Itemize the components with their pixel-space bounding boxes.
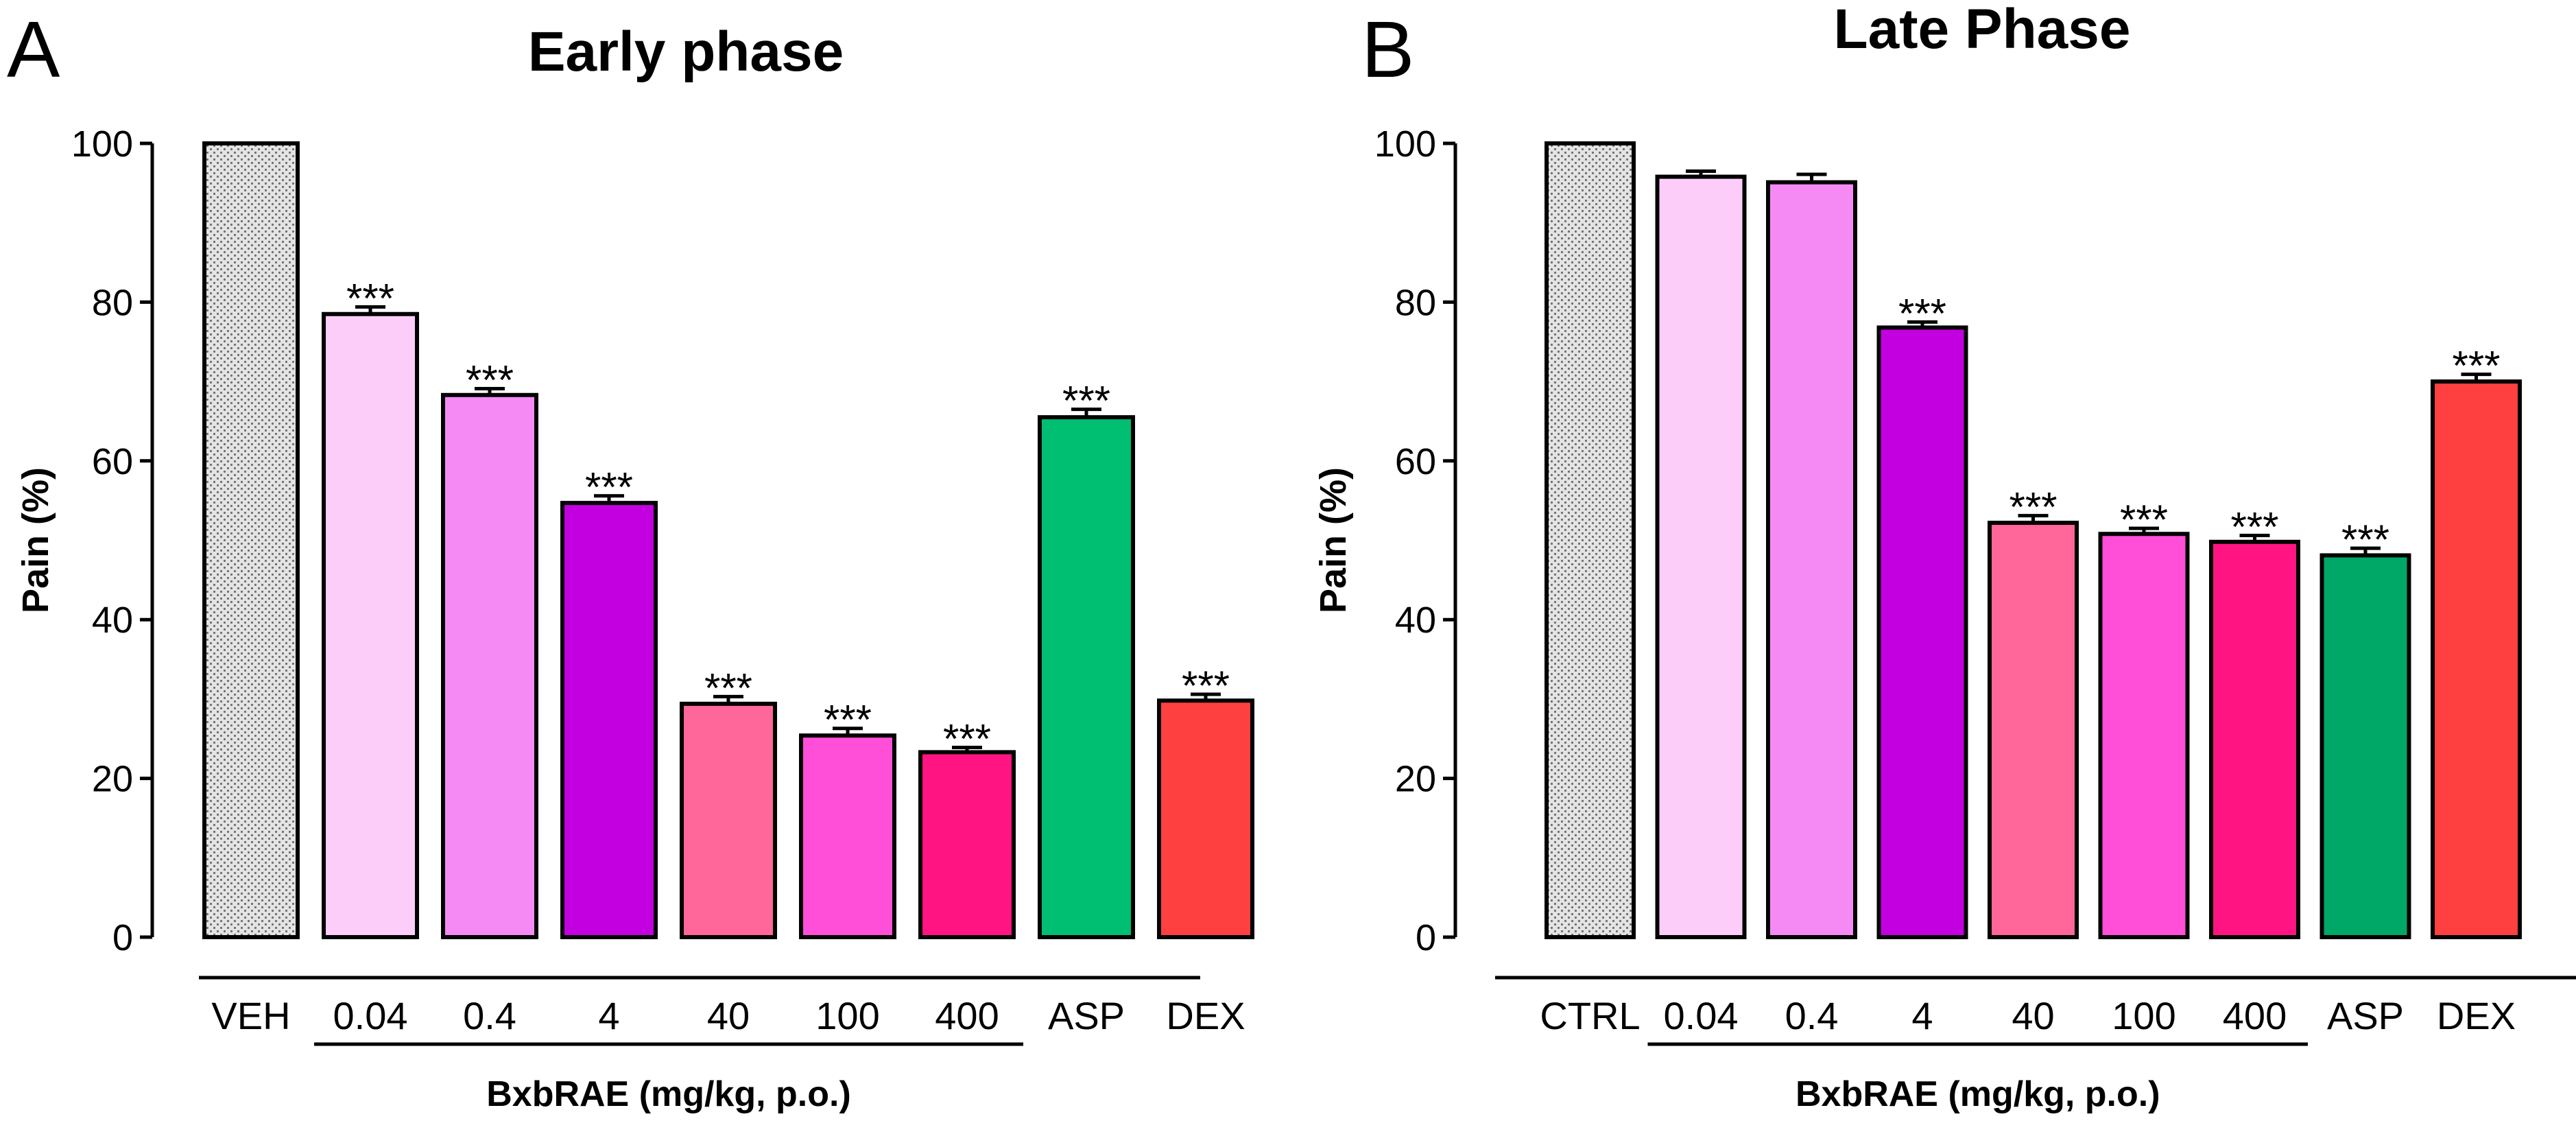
bar-0-04 (1655, 174, 1747, 939)
y-tick-label: 0 (112, 917, 133, 958)
y-tick-label: 40 (1395, 600, 1436, 641)
bar-dex (2431, 379, 2522, 939)
significance-label: *** (1062, 378, 1110, 424)
panel-a-early-phase-chart: A Early phase Pain (%) 0 20 40 60 80 100 VEH *** 0.… (7, 5, 1254, 1114)
bar-400 (918, 750, 1016, 939)
bar-4 (560, 501, 658, 939)
chart-title: Late Phase (1834, 0, 2131, 60)
y-axis-label: Pain (%) (15, 467, 56, 613)
x-tick-label: 0.4 (463, 994, 516, 1037)
bar-0-4 (1766, 180, 1857, 939)
x-tick-label: ASP (1048, 994, 1125, 1037)
y-tick-label: 60 (1395, 441, 1436, 482)
significance-label: *** (2341, 517, 2389, 563)
y-tick-label: 20 (1395, 759, 1436, 800)
bar-asp (2319, 553, 2411, 939)
significance-label: *** (2230, 504, 2278, 550)
y-tick-label: 20 (92, 759, 133, 800)
significance-label: *** (466, 357, 514, 403)
significance-label: *** (2452, 343, 2500, 389)
chart-title: Early phase (528, 21, 844, 83)
significance-label: *** (1898, 290, 1946, 336)
x-tick-label: 400 (935, 994, 999, 1037)
group-label: BxbRAE (mg/kg, p.o.) (486, 1074, 851, 1114)
x-tick-label: 4 (1911, 994, 1933, 1037)
x-tick-label: DEX (1166, 994, 1245, 1037)
bar-100 (2098, 532, 2190, 939)
bar-400 (2209, 539, 2300, 939)
x-tick-label: 0.4 (1785, 994, 1839, 1037)
x-tick-label: 0.04 (333, 994, 408, 1037)
x-tick-label: CTRL (1540, 994, 1640, 1037)
x-tick-label: 400 (2223, 994, 2287, 1037)
significance-label: *** (346, 275, 394, 321)
x-tick-label: 4 (598, 994, 619, 1037)
bar-40 (1988, 521, 2079, 939)
bar-0-4 (441, 392, 538, 939)
significance-label: *** (704, 665, 752, 711)
y-tick-label: 80 (1395, 282, 1436, 323)
y-tick-label: 40 (92, 600, 133, 641)
panel-letter: A (7, 5, 60, 94)
x-tick-label: 100 (815, 994, 879, 1037)
bar-0-04 (322, 311, 419, 939)
x-tick-label: DEX (2437, 994, 2516, 1037)
y-tick-label: 100 (1374, 123, 1436, 165)
significance-label: *** (824, 697, 872, 743)
bar-asp (1038, 415, 1135, 939)
group-label: BxbRAE (mg/kg, p.o.) (1796, 1074, 2160, 1114)
significance-label: *** (585, 464, 633, 510)
panel-letter: B (1361, 5, 1414, 94)
x-tick-label: 100 (2112, 994, 2175, 1037)
x-tick-label: 40 (707, 994, 750, 1037)
y-tick-label: 60 (92, 441, 133, 482)
x-tick-label: 40 (2012, 994, 2054, 1037)
significance-label: *** (2120, 497, 2168, 543)
bar-100 (799, 733, 896, 939)
bar-4 (1876, 325, 1968, 939)
bar-40 (680, 701, 777, 940)
x-tick-label: 0.04 (1664, 994, 1739, 1037)
x-tick-label: VEH (211, 994, 290, 1037)
y-axis-label: Pain (%) (1313, 467, 1354, 613)
panel-b-late-phase-chart: B Late Phase Pain (%) 0 20 40 60 80 100 CTRL 0.04 0… (1313, 0, 2576, 1114)
x-tick-label: ASP (2327, 994, 2404, 1037)
bar-dex (1157, 698, 1254, 939)
significance-label: *** (1182, 663, 1230, 709)
significance-label: *** (2009, 484, 2057, 530)
significance-label: *** (943, 716, 991, 762)
bar-ctrl (1545, 141, 1636, 939)
y-tick-label: 100 (71, 123, 133, 165)
bar-veh (202, 141, 300, 939)
y-tick-label: 80 (92, 282, 133, 323)
y-tick-label: 0 (1416, 917, 1436, 958)
